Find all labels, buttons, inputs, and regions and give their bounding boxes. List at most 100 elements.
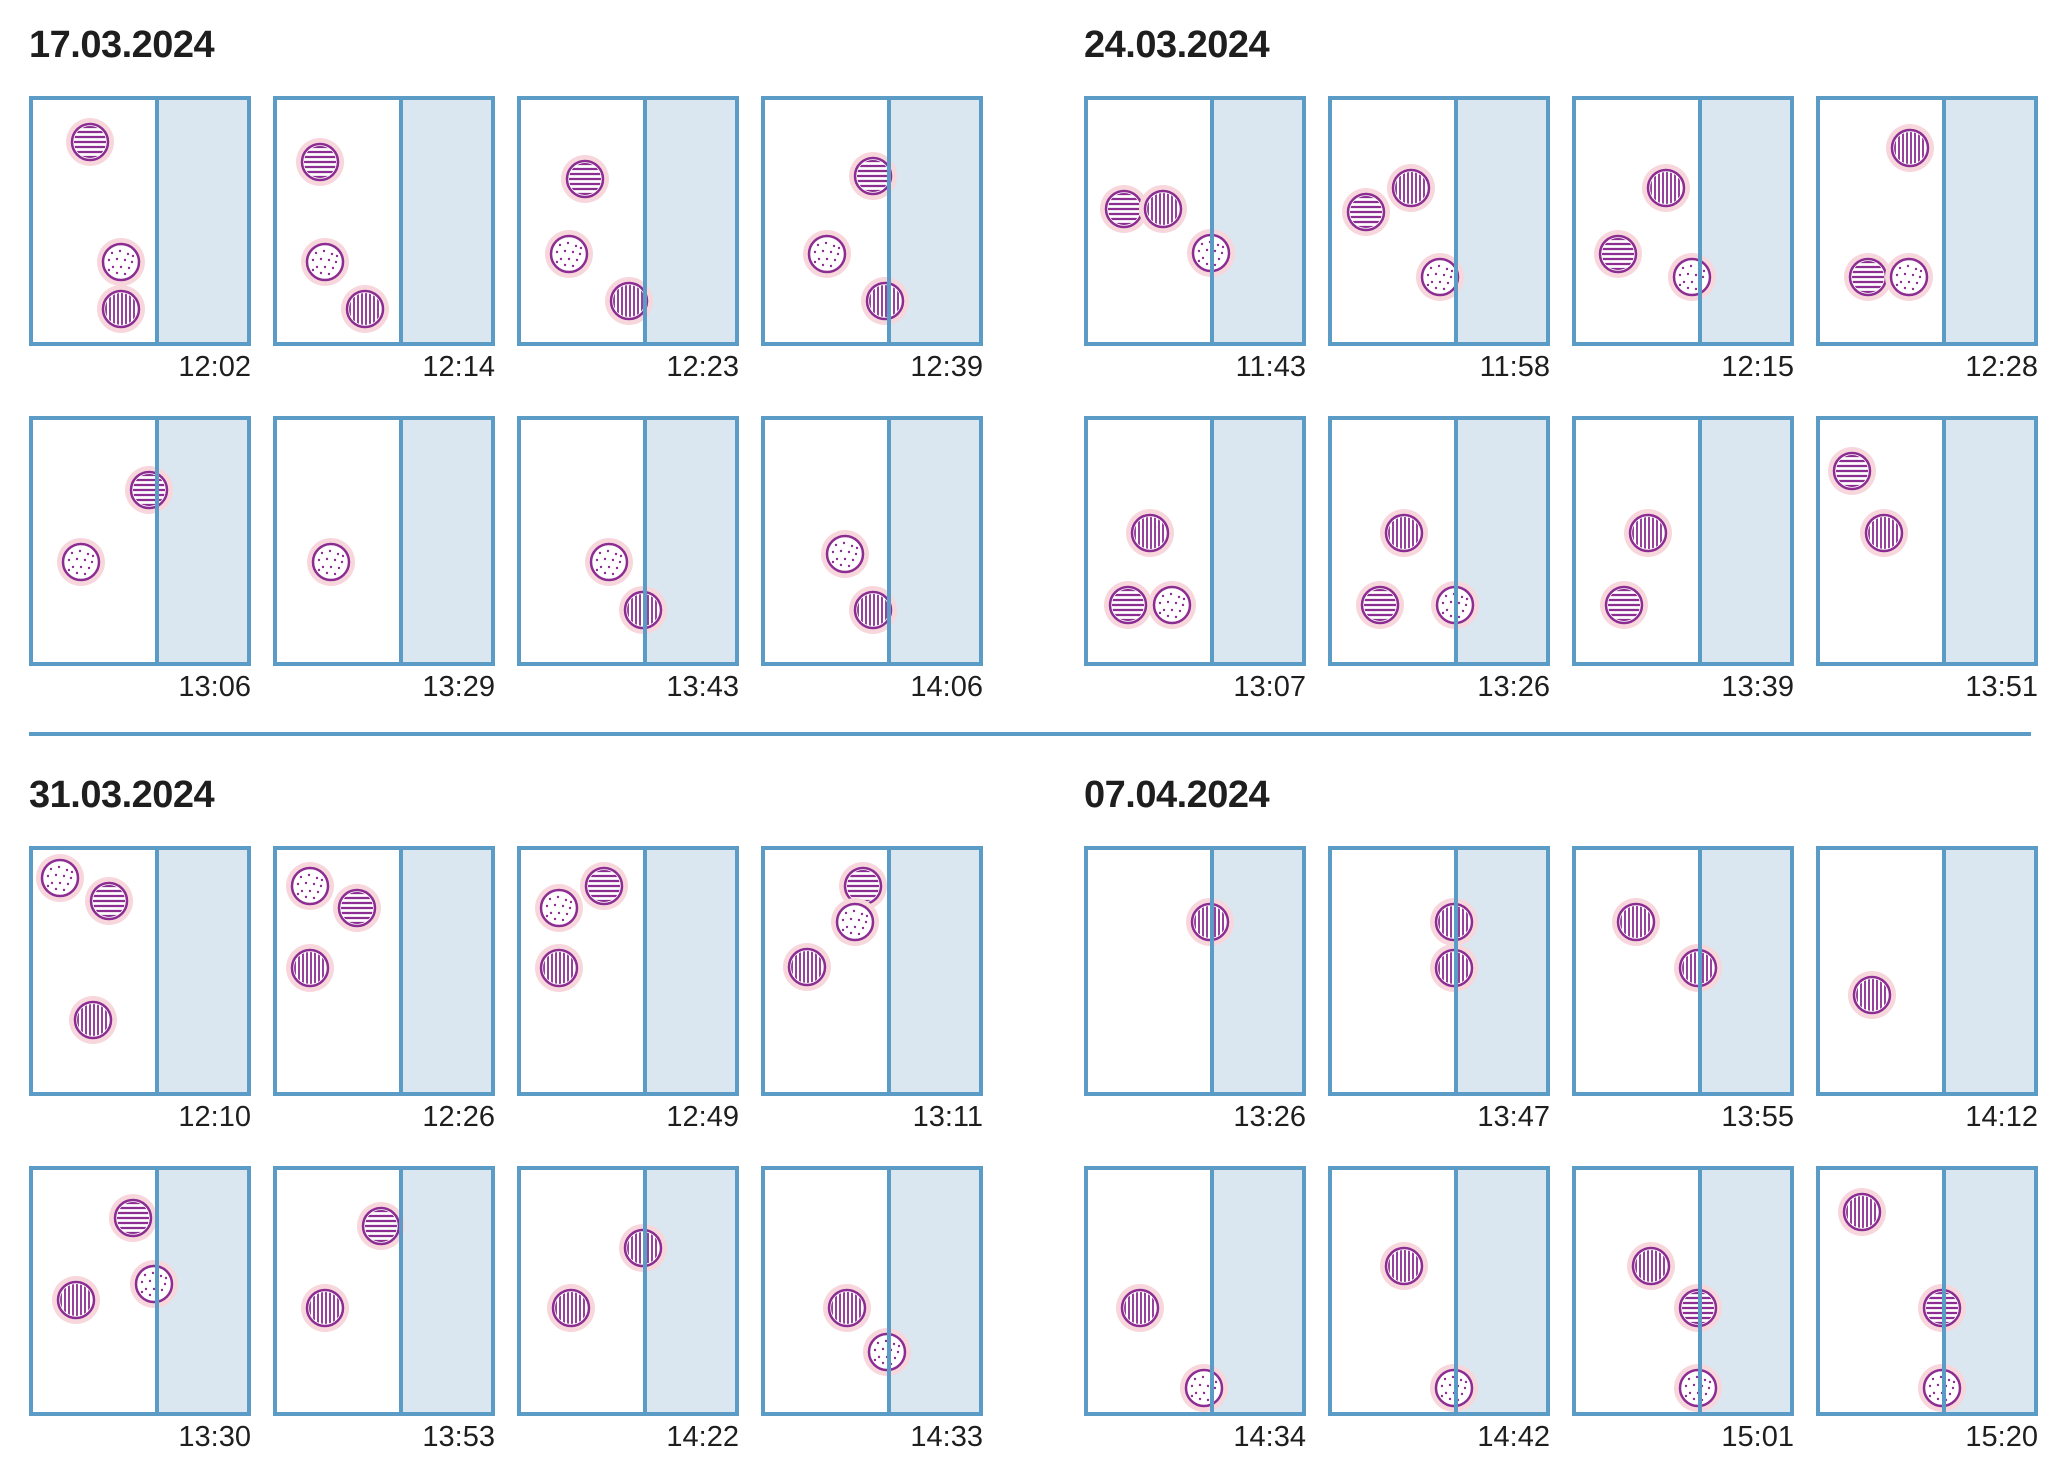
snapshot-time: 13:51 xyxy=(1965,671,2038,703)
particle-dotted-icon xyxy=(36,854,84,902)
snapshot-panel: 13:30 xyxy=(29,1166,251,1453)
snapshot-time: 12:28 xyxy=(1965,351,2038,383)
snapshot-frame xyxy=(517,1166,739,1416)
particle-horizontal-icon xyxy=(1828,447,1876,495)
snapshot-time: 12:02 xyxy=(178,351,251,383)
snapshot-panel: 12:28 xyxy=(1816,96,2038,383)
particle-horizontal-icon xyxy=(1104,581,1152,629)
snapshot-frame xyxy=(1084,1166,1306,1416)
snapshot-panel: 13:51 xyxy=(1816,416,2038,703)
snapshot-group-1: 17.03.2024 12:02 12:14 12:23 12:39 13:06 13:2… xyxy=(29,18,1029,703)
particle-dotted-icon xyxy=(1148,581,1196,629)
section-divider xyxy=(29,732,2031,736)
particle-horizontal-icon xyxy=(1342,188,1390,236)
particle-dotted-icon xyxy=(545,230,593,278)
particle-horizontal-icon xyxy=(66,118,114,166)
snapshot-panel: 13:06 xyxy=(29,416,251,703)
particle-vertical-icon xyxy=(1860,509,1908,557)
particle-dotted-icon xyxy=(585,538,633,586)
snapshot-frame xyxy=(517,416,739,666)
shaded-zone xyxy=(889,418,981,664)
snapshot-panel: 12:02 xyxy=(29,96,251,383)
snapshot-panel: 13:11 xyxy=(761,846,983,1133)
shaded-zone xyxy=(645,1168,737,1414)
shaded-zone xyxy=(889,848,981,1094)
shaded-zone xyxy=(1212,418,1304,664)
snapshot-frame xyxy=(1084,416,1306,666)
snapshot-panel: 13:26 xyxy=(1084,846,1306,1133)
snapshot-time: 13:47 xyxy=(1477,1101,1550,1133)
shaded-zone xyxy=(1700,98,1792,344)
snapshot-time: 14:42 xyxy=(1477,1421,1550,1453)
particle-vertical-icon xyxy=(341,285,389,333)
particle-horizontal-icon xyxy=(1600,581,1648,629)
particle-horizontal-icon xyxy=(849,152,897,200)
snapshot-panel: 13:55 xyxy=(1572,846,1794,1133)
particle-vertical-icon xyxy=(1116,1284,1164,1332)
particle-vertical-icon xyxy=(52,1276,100,1324)
particle-dotted-icon xyxy=(97,238,145,286)
snapshot-frame xyxy=(1572,416,1794,666)
particle-vertical-icon xyxy=(547,1284,595,1332)
particle-dotted-icon xyxy=(57,538,105,586)
snapshot-time: 14:12 xyxy=(1965,1101,2038,1133)
particle-horizontal-icon xyxy=(1356,581,1404,629)
particle-dotted-icon xyxy=(1180,1364,1228,1412)
particle-vertical-icon xyxy=(605,277,653,325)
snapshot-panel: 12:23 xyxy=(517,96,739,383)
shaded-zone xyxy=(157,98,249,344)
snapshot-group-4: 07.04.2024 13:26 13:47 13:55 14:12 14:34 14:4… xyxy=(1084,768,2048,1453)
snapshot-panel: 13:43 xyxy=(517,416,739,703)
particle-vertical-icon xyxy=(1126,509,1174,557)
snapshot-panel: 14:22 xyxy=(517,1166,739,1453)
snapshot-time: 12:15 xyxy=(1721,351,1794,383)
particle-horizontal-icon xyxy=(357,1202,405,1250)
snapshot-panel: 15:20 xyxy=(1816,1166,2038,1453)
snapshot-time: 13:29 xyxy=(422,671,495,703)
snapshot-time: 12:14 xyxy=(422,351,495,383)
snapshot-time: 14:06 xyxy=(910,671,983,703)
snapshot-time: 13:26 xyxy=(1233,1101,1306,1133)
particle-horizontal-icon xyxy=(296,138,344,186)
snapshot-group-3: 31.03.2024 12:10 12:26 12:49 13:11 13:30 13:5… xyxy=(29,768,1029,1453)
snapshot-frame xyxy=(273,416,495,666)
snapshot-panel: 14:33 xyxy=(761,1166,983,1453)
snapshot-panel: 14:06 xyxy=(761,416,983,703)
shaded-zone xyxy=(157,418,249,664)
snapshot-panel: 13:07 xyxy=(1084,416,1306,703)
snapshot-panel: 13:29 xyxy=(273,416,495,703)
snapshot-time: 13:53 xyxy=(422,1421,495,1453)
snapshot-time: 13:30 xyxy=(178,1421,251,1453)
particle-dotted-icon xyxy=(803,230,851,278)
snapshot-panel: 11:43 xyxy=(1084,96,1306,383)
particle-vertical-icon xyxy=(1380,509,1428,557)
particle-dotted-icon xyxy=(821,530,869,578)
particle-dotted-icon xyxy=(831,898,879,946)
snapshot-frame xyxy=(517,96,739,346)
particle-horizontal-icon xyxy=(109,1194,157,1242)
particle-vertical-icon xyxy=(286,944,334,992)
snapshot-time: 13:07 xyxy=(1233,671,1306,703)
particle-dotted-icon xyxy=(535,884,583,932)
particle-vertical-icon xyxy=(97,285,145,333)
snapshot-frame xyxy=(1084,96,1306,346)
snapshot-frame xyxy=(761,416,983,666)
particle-horizontal-icon xyxy=(1100,185,1148,233)
snapshot-time: 13:55 xyxy=(1721,1101,1794,1133)
shaded-zone xyxy=(1944,848,2036,1094)
snapshot-frame xyxy=(273,846,495,1096)
group-date: 07.04.2024 xyxy=(1084,774,1270,816)
particle-vertical-icon xyxy=(69,996,117,1044)
particle-vertical-icon xyxy=(1380,1242,1428,1290)
particle-horizontal-icon xyxy=(85,877,133,925)
snapshot-frame xyxy=(1572,846,1794,1096)
particle-vertical-icon xyxy=(1387,164,1435,212)
snapshot-frame xyxy=(1328,1166,1550,1416)
shaded-zone xyxy=(645,848,737,1094)
snapshot-time: 11:58 xyxy=(1479,351,1550,383)
snapshot-frame xyxy=(29,96,251,346)
snapshot-frame xyxy=(29,416,251,666)
snapshot-frame xyxy=(761,96,983,346)
snapshot-time: 13:43 xyxy=(666,671,739,703)
snapshot-frame xyxy=(1328,96,1550,346)
